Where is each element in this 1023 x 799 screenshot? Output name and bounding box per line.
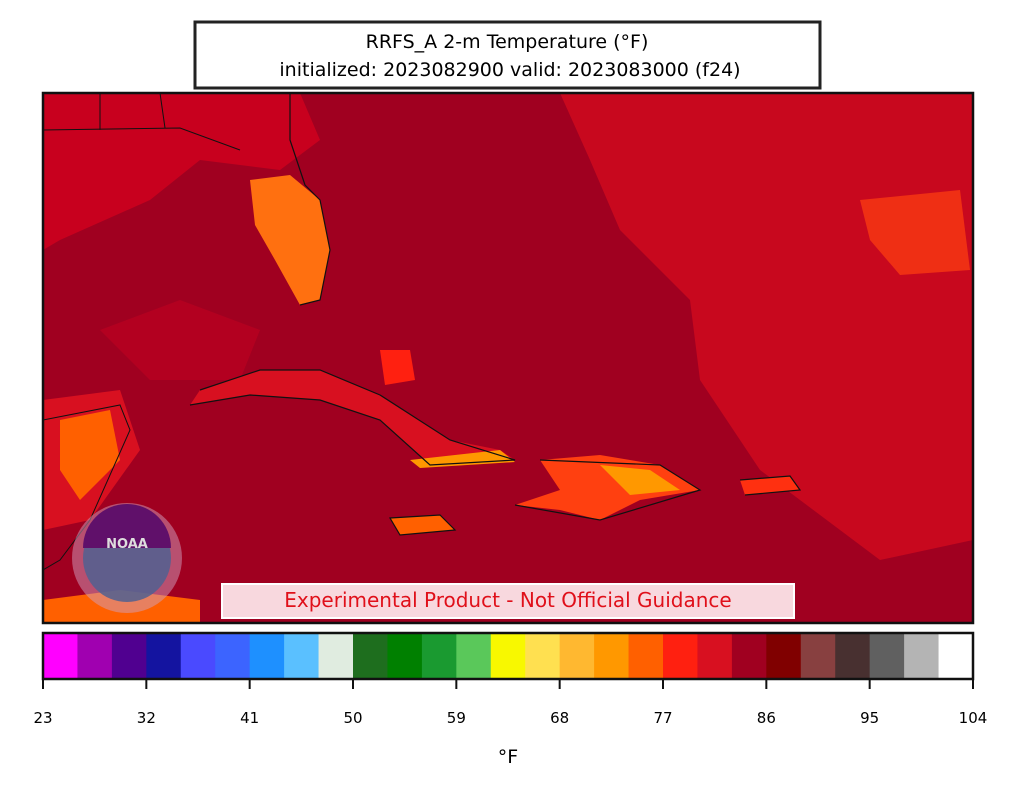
- watermark-box: [221, 583, 795, 619]
- color-swatch: [938, 633, 974, 679]
- colorbar: 23 32 41 50 59 68 77 86 95 104: [33, 631, 988, 727]
- color-swatch: [663, 633, 698, 679]
- color-swatch: [180, 633, 216, 679]
- tick-label: 59: [447, 709, 466, 727]
- color-swatch: [249, 633, 285, 679]
- color-swatch: [559, 633, 595, 679]
- color-swatch: [77, 633, 113, 679]
- tick-label: 50: [343, 709, 362, 727]
- color-swatch: [869, 633, 905, 679]
- map: NOAA Experimental Product - Not Official…: [41, 91, 975, 625]
- map-frame: [41, 91, 975, 625]
- color-swatch: [318, 633, 354, 679]
- watermark: Experimental Product - Not Official Guid…: [284, 588, 731, 612]
- tick-label: 104: [959, 709, 988, 727]
- color-swatch: [731, 633, 767, 679]
- logo-text: NOAA: [106, 537, 148, 552]
- tick-label: 41: [240, 709, 259, 727]
- tick-label: 86: [757, 709, 776, 727]
- tick-label: 32: [137, 709, 156, 727]
- color-swatch: [490, 633, 526, 679]
- color-swatch: [766, 633, 802, 679]
- color-swatch: [835, 633, 871, 679]
- color-swatch: [904, 633, 940, 679]
- color-swatch: [284, 633, 320, 679]
- color-swatch: [525, 633, 561, 679]
- title-box: [193, 20, 822, 90]
- color-swatch: [353, 633, 388, 679]
- colorbar-frame: [41, 631, 975, 681]
- color-swatch: [215, 633, 251, 679]
- color-swatch: [456, 633, 492, 679]
- subtitle: initialized: 2023082900 valid: 202308300…: [279, 59, 740, 81]
- color-swatch: [594, 633, 630, 679]
- colorbar-label: °F: [498, 746, 518, 768]
- color-swatch: [146, 633, 182, 679]
- color-swatch: [421, 633, 457, 679]
- title: RRFS_A 2-m Temperature (°F): [366, 31, 649, 53]
- tick-label: 95: [860, 709, 879, 727]
- color-swatch: [111, 633, 147, 679]
- color-swatch: [628, 633, 664, 679]
- tick-label: 23: [33, 709, 52, 727]
- color-swatch: [43, 633, 78, 679]
- tick-label: 77: [653, 709, 672, 727]
- tick-label: 68: [550, 709, 569, 727]
- color-swatch: [697, 633, 733, 679]
- color-swatch: [387, 633, 423, 679]
- color-swatch: [800, 633, 836, 679]
